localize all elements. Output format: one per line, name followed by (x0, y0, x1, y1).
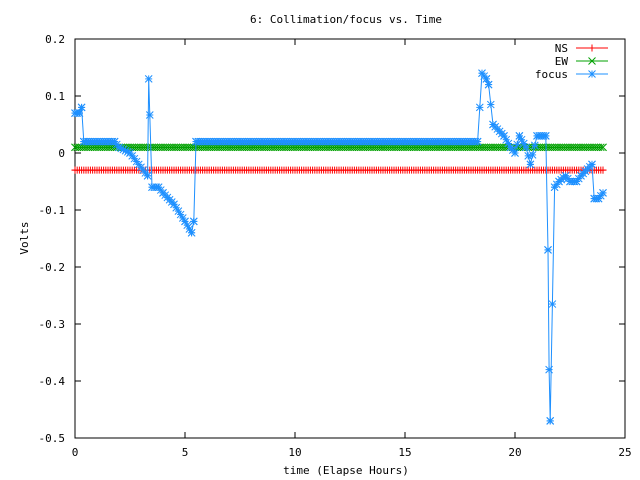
legend-marker-EW (588, 57, 596, 65)
data-point-EW (596, 143, 605, 152)
y-axis-ticks: 0.2 0.1 0 -0.1 -0.2 -0.3 -0.4 -0.5 (39, 33, 625, 445)
y-tick-label: 0.1 (45, 90, 65, 103)
legend-label-EW: EW (555, 55, 569, 68)
x-tick-label: 20 (508, 446, 521, 459)
data-point-focus (546, 417, 555, 425)
x-axis-ticks: 0 5 10 15 20 25 (72, 39, 632, 459)
data-point-focus (599, 189, 607, 197)
series-NS (71, 166, 607, 174)
legend-label-NS: NS (555, 42, 568, 55)
y-tick-label: 0.2 (45, 33, 65, 46)
legend-label-focus: focus (535, 68, 568, 81)
data-point-focus (178, 214, 187, 222)
data-point-focus (519, 139, 528, 148)
data-point-focus (530, 141, 539, 150)
data-point-focus (486, 100, 495, 109)
x-tick-label: 25 (618, 446, 631, 459)
x-tick-label: 0 (72, 446, 79, 459)
data-point-focus (544, 246, 552, 254)
y-tick-label: -0.5 (39, 432, 66, 445)
series-focus (71, 69, 607, 425)
y-axis-label: Volts (18, 221, 31, 254)
data-point-focus (144, 75, 153, 83)
data-point-focus (522, 143, 530, 152)
y-tick-label: -0.2 (39, 261, 66, 274)
data-point-focus (189, 217, 198, 226)
y-tick-label: -0.3 (39, 318, 66, 331)
data-point-focus (528, 151, 537, 159)
y-tick-label: 0 (58, 147, 65, 160)
data-point-focus (548, 300, 557, 308)
x-axis-label: time (Elapse Hours) (283, 464, 409, 477)
series-line-focus (75, 71, 604, 421)
data-point-focus (187, 228, 196, 237)
data-point-focus (475, 103, 484, 112)
legend-marker-NS (588, 44, 596, 52)
data-point-focus (588, 160, 596, 169)
legend-marker-focus (588, 70, 596, 78)
chart-title: 6: Collimation/focus vs. Time (250, 13, 442, 26)
data-point-focus (77, 103, 86, 112)
y-tick-label: -0.1 (39, 204, 66, 217)
data-point-focus (526, 160, 535, 169)
data-point-focus (541, 132, 550, 140)
y-tick-label: -0.4 (39, 375, 66, 388)
plot-frame (74, 38, 626, 439)
series-layer (71, 69, 607, 425)
data-point-focus (145, 111, 154, 119)
data-point-NS (599, 166, 607, 174)
data-point-focus (545, 365, 553, 374)
data-point-focus (484, 80, 493, 89)
data-point-focus (143, 171, 152, 180)
data-point-focus (511, 149, 519, 157)
data-point-EW (599, 143, 607, 152)
x-tick-label: 15 (398, 446, 411, 459)
data-point-focus (473, 137, 482, 146)
x-tick-label: 5 (182, 446, 189, 459)
x-tick-label: 10 (288, 446, 301, 459)
